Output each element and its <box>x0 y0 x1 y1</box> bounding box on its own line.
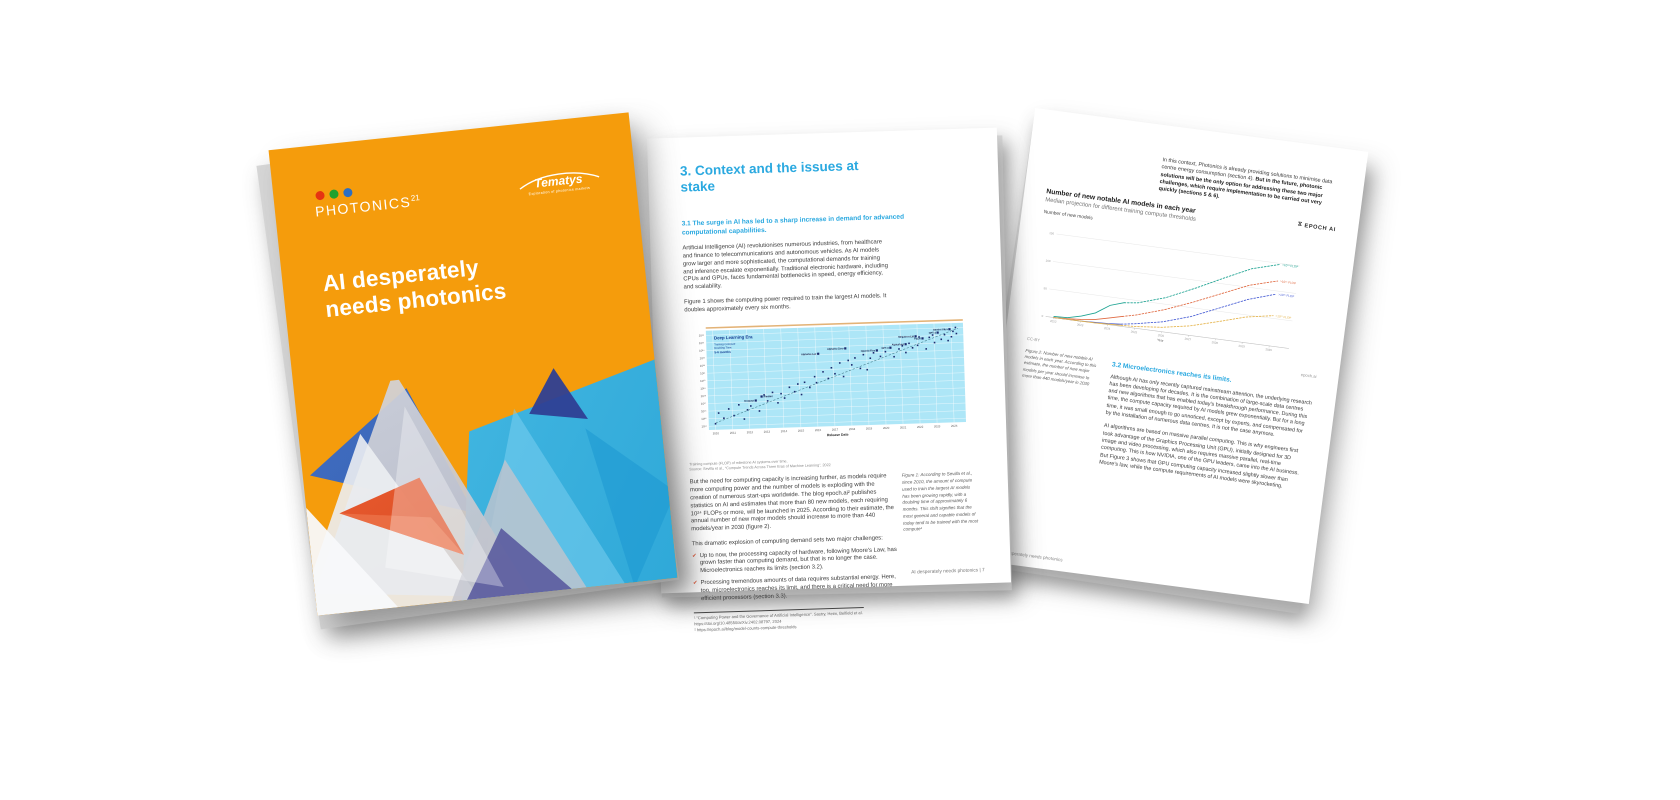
epoch-site-credit: epoch.ai <box>1300 371 1317 379</box>
figure1-caption: Figure 1: According to Sevilla et al., s… <box>901 470 979 533</box>
svg-text:10²¹: 10²¹ <box>700 372 705 376</box>
svg-text:10²³: 10²³ <box>700 357 705 361</box>
svg-text:Release Date: Release Date <box>827 433 849 438</box>
svg-text:5-6 months: 5-6 months <box>714 350 731 355</box>
chapter-heading: 3. Context and the issues at stake <box>679 157 859 195</box>
svg-text:2013: 2013 <box>764 430 771 434</box>
check-icon: ✔ <box>691 552 697 560</box>
svg-text:10¹⁷: 10¹⁷ <box>701 402 706 406</box>
check-icon: ✔ <box>692 580 698 587</box>
footnotes: ¹ “Computing Power and the Governance of… <box>693 607 865 633</box>
svg-text:AlphaGo Zero: AlphaGo Zero <box>827 348 844 352</box>
page-2: 3. Context and the issues at stake 3.1 T… <box>646 127 1012 633</box>
challenge-2-text: Processing tremendous amounts of data re… <box>700 573 896 602</box>
logo-dot-blue-icon <box>342 187 353 198</box>
svg-text:Dropout: Dropout <box>744 400 754 403</box>
challenges-list: ✔ Up to now, the processing capacity of … <box>692 547 898 604</box>
svg-text:150: 150 <box>1049 231 1055 236</box>
epoch-hourglass-icon: ⧖ <box>1297 221 1303 229</box>
epoch-logo-text: EPOCH AI <box>1304 223 1337 234</box>
figure1-chart: 10¹⁴ 10¹⁵ 10¹⁶ 10¹⁷ 10¹⁸ 10¹⁹ 10²⁰ 10²¹ 10²² 10²³… <box>679 313 971 462</box>
figure2-caption: Figure 2: Number of new notable AI model… <box>1021 347 1097 387</box>
svg-text:10¹⁸: 10¹⁸ <box>701 394 707 398</box>
section-3-1-heading: 3.1 The surge in AI has led to a sharp i… <box>681 213 905 237</box>
svg-text:AlphaFold: AlphaFold <box>892 344 905 347</box>
brand-sup: 21 <box>410 193 421 203</box>
svg-text:2026: 2026 <box>1157 333 1164 338</box>
svg-text:2029: 2029 <box>1238 344 1245 349</box>
svg-text:Deep Learning Era: Deep Learning Era <box>714 335 753 341</box>
svg-text:2014: 2014 <box>781 429 788 433</box>
photonics21-logo: PHOTONICS21 <box>313 181 421 220</box>
svg-text:GPT-4: GPT-4 <box>929 332 937 335</box>
svg-text:10¹⁴: 10¹⁴ <box>701 425 707 429</box>
svg-text:2020: 2020 <box>883 426 890 430</box>
svg-text:50: 50 <box>1043 286 1047 290</box>
page-3: In this context, Photonics is already pr… <box>975 108 1369 604</box>
svg-text:100: 100 <box>1045 258 1051 263</box>
svg-text:10²⁵: 10²⁵ <box>699 341 705 345</box>
logo-dot-green-icon <box>329 189 339 200</box>
svg-text:2025: 2025 <box>1131 330 1138 335</box>
svg-text:2022: 2022 <box>1050 319 1057 324</box>
challenge-item-2: ✔ Processing tremendous amounts of data … <box>693 574 899 604</box>
svg-text:AlexNet: AlexNet <box>763 395 772 398</box>
svg-text:2019: 2019 <box>866 427 873 431</box>
svg-text:10²⁴: 10²⁴ <box>699 349 705 353</box>
svg-text:2021: 2021 <box>900 426 907 430</box>
svg-text:2011: 2011 <box>730 431 737 435</box>
section-3-1-paragraph-1: Artificial Intelligence (AI) revolutioni… <box>682 239 889 291</box>
svg-text:2024: 2024 <box>951 424 958 428</box>
svg-text:Training Compute: Training Compute <box>714 342 736 347</box>
svg-text:10¹⁵: 10¹⁵ <box>701 417 707 421</box>
svg-text:Gemini Ultra: Gemini Ultra <box>933 329 948 332</box>
computing-capacity-paragraph: But the need for computing capacity is i… <box>689 473 894 533</box>
svg-text:>10²⁶ FLOP: >10²⁶ FLOP <box>1278 292 1294 298</box>
svg-text:>10²⁴ FLOP: >10²⁴ FLOP <box>1282 263 1298 269</box>
svg-text:2028: 2028 <box>1211 340 1218 345</box>
challenge-1-text: Up to now, the processing capacity of ha… <box>699 546 897 575</box>
svg-text:2012: 2012 <box>747 431 754 435</box>
svg-text:Doubling Time:: Doubling Time: <box>714 346 732 351</box>
svg-text:2030: 2030 <box>1265 347 1272 352</box>
svg-text:Megatron-LM: Megatron-LM <box>898 336 914 339</box>
svg-text:2018: 2018 <box>849 427 856 431</box>
svg-text:10²⁰: 10²⁰ <box>700 379 706 383</box>
tematys-logo: Tematys Exploration of photonics markets <box>514 166 602 198</box>
cc-by-license: CC-BY <box>1026 335 1041 343</box>
svg-text:AlphaGo Lee: AlphaGo Lee <box>801 353 817 356</box>
cover-title: AI desperately needs photonics <box>321 238 647 324</box>
section-3-1-paragraph-2: Figure 1 shows the computing power requi… <box>684 293 887 314</box>
svg-text:2023: 2023 <box>934 425 941 429</box>
svg-text:2017: 2017 <box>832 428 839 432</box>
svg-text:2024: 2024 <box>1104 326 1111 331</box>
svg-text:2027: 2027 <box>1184 337 1191 342</box>
tematys-swoosh-icon <box>519 172 600 190</box>
svg-text:GPT-3: GPT-3 <box>881 347 889 350</box>
svg-text:2023: 2023 <box>1077 322 1084 327</box>
svg-text:10²²: 10²² <box>700 364 705 368</box>
svg-text:PaLM: PaLM <box>914 338 921 341</box>
cover-page: PHOTONICS21 Tematys Exploration of photo… <box>268 112 678 616</box>
svg-text:0: 0 <box>1041 314 1044 318</box>
svg-text:Year: Year <box>1157 338 1165 343</box>
logo-dot-red-icon <box>315 190 326 201</box>
svg-text:2010: 2010 <box>713 432 720 436</box>
svg-text:10¹⁹: 10¹⁹ <box>700 387 706 391</box>
svg-text:2022: 2022 <box>917 425 924 429</box>
svg-text:>10²⁷ FLOP: >10²⁷ FLOP <box>1275 314 1291 320</box>
figure2-chart: 0 50 100 150 2022 2023 2024 2025 2026 2027 2028 202… <box>1027 216 1333 377</box>
svg-text:>10²⁵ FLOP: >10²⁵ FLOP <box>1280 279 1296 285</box>
cover-art <box>294 353 678 616</box>
svg-text:2015: 2015 <box>798 429 805 433</box>
challenge-item-1: ✔ Up to now, the processing capacity of … <box>692 547 898 577</box>
svg-text:OpenAI Five: OpenAI Five <box>861 350 876 353</box>
svg-text:10¹⁶: 10¹⁶ <box>701 410 707 414</box>
svg-text:2016: 2016 <box>815 428 822 432</box>
svg-text:10²⁶: 10²⁶ <box>699 334 705 338</box>
epoch-ai-logo: ⧖ EPOCH AI <box>1297 222 1336 234</box>
